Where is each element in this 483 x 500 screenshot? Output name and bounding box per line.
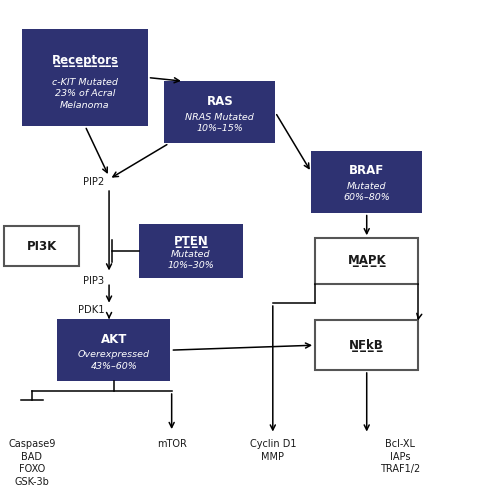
- Text: M̲A̲P̲K̲: M̲A̲P̲K̲: [347, 254, 386, 268]
- Bar: [315, 320, 418, 370]
- Bar: [4, 226, 79, 266]
- Bar: [57, 319, 170, 381]
- Text: PDK1: PDK1: [78, 306, 104, 316]
- Bar: [315, 238, 418, 284]
- Text: BRAF: BRAF: [349, 164, 384, 177]
- Bar: [139, 224, 242, 278]
- Bar: [22, 29, 148, 126]
- Text: PIP3: PIP3: [83, 276, 104, 286]
- Text: P̲T̲E̲N̲: P̲T̲E̲N̲: [173, 235, 208, 248]
- Bar: [164, 81, 275, 143]
- Text: N̲F̲k̲B̲: N̲F̲k̲B̲: [349, 338, 384, 351]
- Text: PI3K: PI3K: [27, 240, 57, 252]
- Text: Mutated
60%–80%: Mutated 60%–80%: [343, 182, 390, 203]
- Text: Mutated
10%–30%: Mutated 10%–30%: [168, 250, 214, 270]
- Text: AKT: AKT: [100, 332, 127, 345]
- Text: Cyclin D1
MMP: Cyclin D1 MMP: [250, 440, 296, 462]
- Text: R̲e̲c̲e̲p̲t̲o̲r̲s̲: R̲e̲c̲e̲p̲t̲o̲r̲s̲: [52, 54, 118, 66]
- Bar: [312, 150, 422, 212]
- Text: NRAS Mutated
10%–15%: NRAS Mutated 10%–15%: [185, 112, 254, 133]
- Text: PIP2: PIP2: [83, 176, 104, 186]
- Text: RAS: RAS: [206, 94, 233, 108]
- Text: Caspase9
BAD
FOXO
GSK-3b: Caspase9 BAD FOXO GSK-3b: [8, 440, 56, 486]
- Text: c-KIT Mutated
23% of Acral
Melanoma: c-KIT Mutated 23% of Acral Melanoma: [52, 78, 118, 110]
- Text: mTOR: mTOR: [156, 440, 186, 450]
- Text: Overexpressed
43%–60%: Overexpressed 43%–60%: [78, 350, 150, 371]
- Text: Bcl-XL
IAPs
TRAF1/2: Bcl-XL IAPs TRAF1/2: [380, 440, 421, 474]
